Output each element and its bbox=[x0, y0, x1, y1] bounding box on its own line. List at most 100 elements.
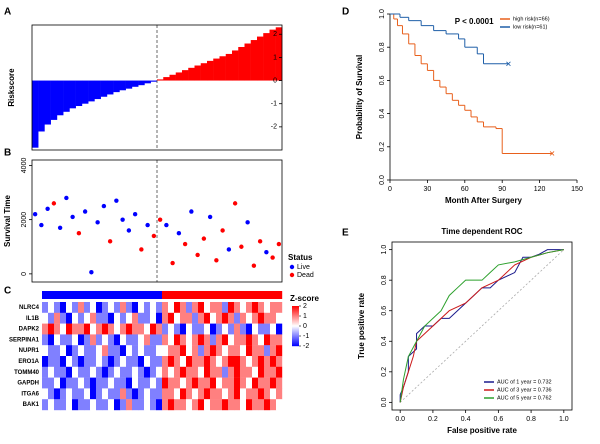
heat-cell bbox=[60, 366, 67, 378]
heat-cell bbox=[180, 399, 187, 411]
group-bar bbox=[186, 291, 193, 299]
bar bbox=[63, 80, 70, 112]
legend-marker bbox=[289, 264, 295, 270]
y-tick-label: 0.0 bbox=[381, 397, 388, 407]
bar bbox=[125, 80, 133, 89]
heat-cell bbox=[276, 302, 283, 313]
group-bar bbox=[162, 291, 169, 299]
heat-cell bbox=[228, 334, 235, 346]
heat-cell bbox=[168, 312, 175, 324]
point bbox=[264, 249, 269, 255]
heat-cell bbox=[180, 323, 187, 335]
y-tick-label: 1.0 bbox=[379, 9, 386, 19]
x-axis-title: Month After Surgery bbox=[445, 196, 523, 205]
bar bbox=[69, 80, 76, 109]
heat-cell bbox=[42, 366, 49, 378]
heat-cell bbox=[66, 345, 73, 357]
heat-cell bbox=[270, 323, 277, 335]
heat-cell bbox=[168, 323, 175, 335]
heat-cell bbox=[270, 399, 277, 411]
point bbox=[32, 212, 38, 217]
heat-cell bbox=[138, 399, 145, 411]
color-scale bbox=[292, 334, 299, 336]
heat-cell bbox=[192, 388, 199, 400]
heat-cell bbox=[204, 377, 211, 389]
heat-cell bbox=[204, 334, 211, 346]
heat-cell bbox=[96, 366, 103, 378]
heat-cell bbox=[252, 302, 259, 313]
heat-cell bbox=[96, 334, 103, 346]
heat-cell bbox=[198, 334, 205, 346]
heat-cell bbox=[90, 366, 97, 378]
color-scale bbox=[292, 345, 299, 347]
heat-cell bbox=[234, 356, 241, 367]
heat-cell bbox=[120, 312, 127, 324]
y-tick-label: 0.0 bbox=[379, 175, 386, 185]
heat-cell bbox=[108, 399, 115, 411]
bar bbox=[213, 58, 220, 81]
heat-cell bbox=[90, 388, 97, 400]
color-scale bbox=[292, 323, 299, 325]
roc-curve bbox=[399, 249, 564, 403]
group-bar bbox=[108, 291, 115, 299]
heat-cell bbox=[90, 312, 97, 324]
heat-cell bbox=[60, 388, 67, 400]
heat-cell bbox=[252, 334, 259, 346]
heat-cell bbox=[270, 377, 277, 389]
color-scale bbox=[292, 322, 299, 324]
heat-cell bbox=[48, 323, 55, 335]
heat-cell bbox=[216, 323, 223, 335]
heat-cell bbox=[72, 356, 79, 367]
color-scale bbox=[292, 307, 299, 309]
heat-cell bbox=[162, 345, 169, 357]
heat-cell bbox=[210, 323, 217, 335]
group-bar bbox=[72, 291, 79, 299]
heat-cell bbox=[192, 366, 199, 378]
heat-cell bbox=[240, 356, 247, 367]
legend-title: Z-score bbox=[290, 294, 319, 303]
heat-cell bbox=[138, 345, 145, 357]
heat-cell bbox=[252, 366, 259, 378]
heat-cell bbox=[270, 334, 277, 346]
heat-cell bbox=[150, 302, 157, 313]
heat-cell bbox=[150, 366, 157, 378]
bar bbox=[275, 27, 283, 81]
heat-cell bbox=[210, 388, 217, 400]
point bbox=[170, 260, 175, 266]
heat-cell bbox=[84, 345, 91, 357]
point bbox=[120, 217, 125, 222]
bar bbox=[200, 63, 208, 81]
heat-cell bbox=[120, 356, 127, 367]
heat-cell bbox=[204, 399, 211, 411]
bar bbox=[238, 46, 245, 81]
color-scale bbox=[292, 327, 299, 329]
y-axis-title: Survival Time bbox=[3, 195, 12, 247]
legend-label: high risk(n=66) bbox=[513, 16, 550, 22]
heat-cell bbox=[66, 388, 73, 400]
point bbox=[39, 222, 44, 228]
heat-cell bbox=[42, 345, 49, 357]
heat-cell bbox=[108, 377, 115, 389]
bar bbox=[38, 80, 45, 132]
heat-cell bbox=[84, 356, 91, 367]
heat-cell bbox=[66, 366, 73, 378]
heat-cell bbox=[198, 302, 205, 313]
point bbox=[107, 239, 113, 244]
group-bar bbox=[78, 291, 85, 299]
heat-cell bbox=[258, 377, 265, 389]
heat-cell bbox=[234, 388, 241, 400]
heat-cell bbox=[132, 334, 139, 346]
point bbox=[176, 231, 182, 236]
heat-cell bbox=[258, 323, 265, 335]
bar bbox=[150, 80, 158, 82]
y-axis-title: True positive rate bbox=[357, 292, 366, 359]
heat-cell bbox=[234, 399, 241, 411]
x-tick-label: 0.0 bbox=[395, 416, 405, 423]
group-bar bbox=[198, 291, 205, 299]
heat-cell bbox=[258, 345, 265, 357]
heat-cell bbox=[42, 334, 49, 346]
heat-cell bbox=[204, 323, 211, 335]
heat-cell bbox=[126, 334, 133, 346]
group-bar bbox=[180, 291, 187, 299]
